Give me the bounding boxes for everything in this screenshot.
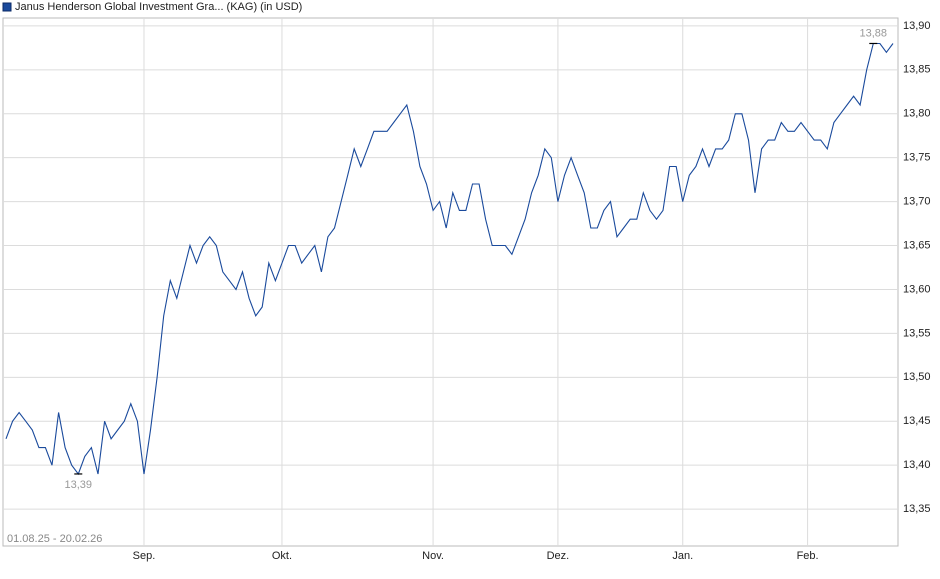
y-tick-label: 13,70 <box>903 196 931 208</box>
y-tick-label: 13,65 <box>903 239 931 251</box>
price-line <box>5 42 894 476</box>
x-tick-label: Okt. <box>272 550 292 562</box>
y-tick-label: 13,50 <box>903 371 931 383</box>
y-tick-label: 13,60 <box>903 283 931 295</box>
x-tick-label: Feb. <box>797 550 819 562</box>
date-range: 01.08.25 - 20.02.26 <box>7 533 102 545</box>
y-tick-label: 13,35 <box>903 503 931 515</box>
y-tick-label: 13,75 <box>903 152 931 164</box>
y-tick-label: 13,85 <box>903 64 931 76</box>
annotation: 13,88 <box>860 27 888 39</box>
annotation: 13,39 <box>65 479 93 491</box>
x-tick-label: Sep. <box>133 550 156 562</box>
y-tick-label: 13,80 <box>903 108 931 120</box>
x-tick-label: Nov. <box>422 550 444 562</box>
x-tick-label: Jan. <box>672 550 693 562</box>
chart-title: Janus Henderson Global Investment Gra...… <box>15 1 302 13</box>
y-tick-label: 13,40 <box>903 459 931 471</box>
plot-frame <box>2 17 899 547</box>
y-tick-label: 13,45 <box>903 415 931 427</box>
y-tick-label: 13,55 <box>903 327 931 339</box>
y-tick-label: 13,90 <box>903 20 931 32</box>
x-tick-label: Dez. <box>547 550 570 562</box>
legend-swatch <box>2 2 12 12</box>
